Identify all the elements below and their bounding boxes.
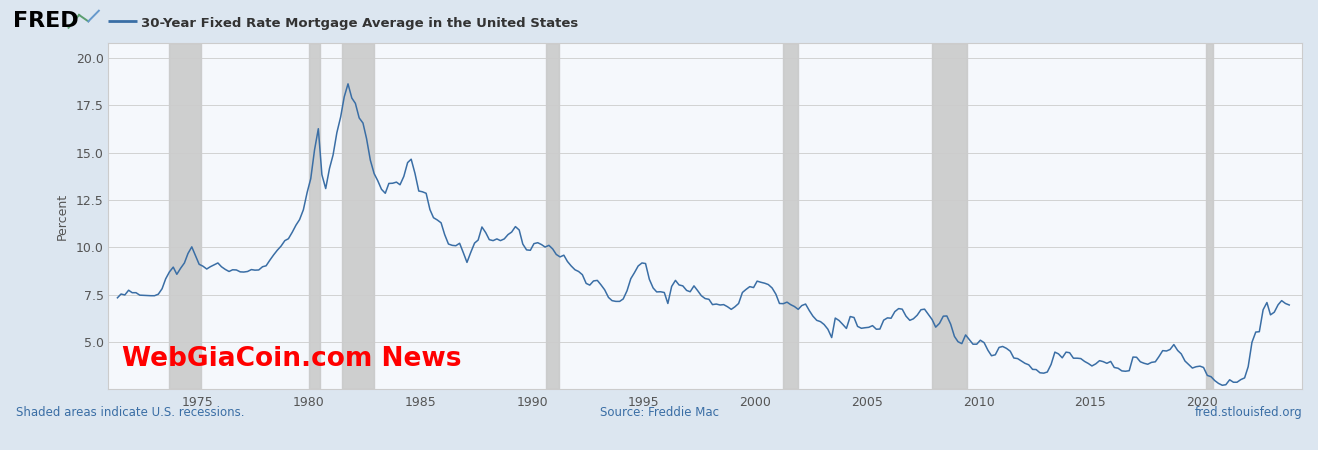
Bar [783, 43, 797, 389]
Bar [546, 43, 559, 389]
Text: Shaded areas indicate U.S. recessions.: Shaded areas indicate U.S. recessions. [16, 406, 244, 419]
Bar [308, 43, 320, 389]
Text: 30-Year Fixed Rate Mortgage Average in the United States: 30-Year Fixed Rate Mortgage Average in t… [141, 17, 579, 30]
Bar [932, 43, 967, 389]
Text: Source: Freddie Mac: Source: Freddie Mac [600, 406, 718, 419]
Text: WebGiaCoin.com News: WebGiaCoin.com News [123, 346, 461, 372]
Bar [1206, 43, 1213, 389]
Y-axis label: Percent: Percent [57, 193, 69, 239]
Text: fred.stlouisfed.org: fred.stlouisfed.org [1194, 406, 1302, 419]
Bar [170, 43, 202, 389]
Text: FRED: FRED [13, 10, 79, 31]
Bar [343, 43, 374, 389]
